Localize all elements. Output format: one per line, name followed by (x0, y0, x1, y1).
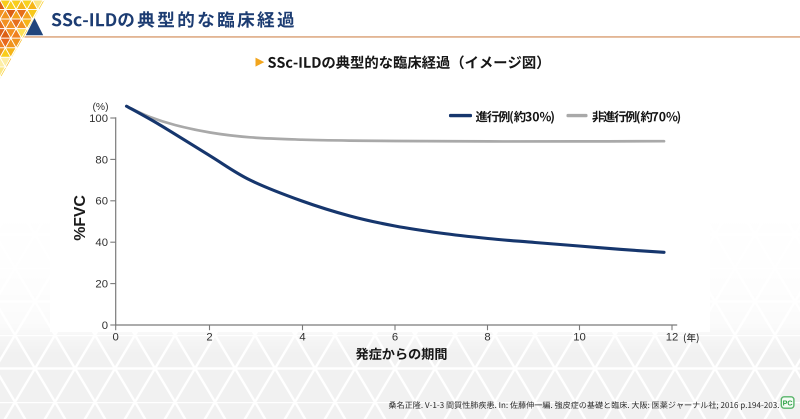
svg-text:20: 20 (95, 279, 108, 291)
svg-text:100: 100 (89, 113, 108, 125)
svg-text:PC: PC (783, 399, 793, 408)
svg-text:2: 2 (206, 332, 212, 344)
svg-text:0: 0 (102, 320, 108, 332)
svg-text:60: 60 (95, 196, 108, 208)
svg-text:4: 4 (299, 332, 305, 344)
svg-text:80: 80 (95, 154, 108, 166)
svg-text:6: 6 (392, 332, 398, 344)
svg-text:%FVC: %FVC (72, 195, 89, 241)
svg-text:(%): (%) (92, 102, 108, 113)
svg-text:40: 40 (95, 237, 108, 249)
svg-text:0: 0 (113, 332, 119, 344)
svg-text:8: 8 (484, 332, 490, 344)
svg-text:10: 10 (573, 332, 586, 344)
svg-text:12: 12 (666, 332, 679, 344)
